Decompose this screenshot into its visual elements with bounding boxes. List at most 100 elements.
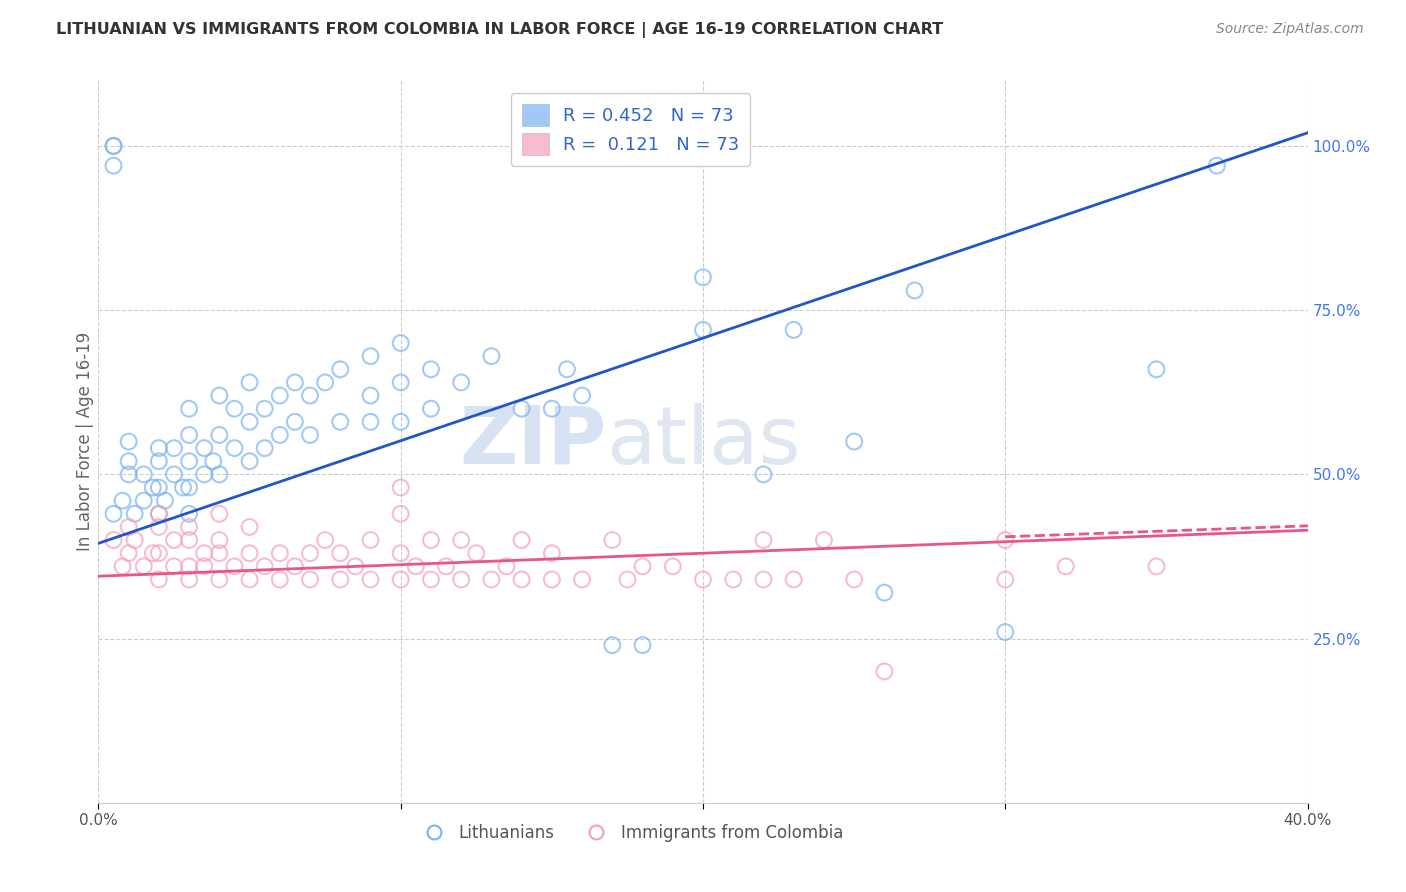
Point: [692, 573, 714, 587]
Point: [208, 573, 231, 587]
Point: [253, 559, 276, 574]
Point: [314, 533, 336, 547]
Point: [118, 434, 141, 449]
Point: [1054, 559, 1077, 574]
Point: [329, 546, 352, 560]
Point: [284, 376, 307, 390]
Point: [873, 665, 896, 679]
Point: [360, 349, 382, 363]
Point: [208, 546, 231, 560]
Point: [813, 533, 835, 547]
Point: [148, 520, 170, 534]
Point: [172, 481, 194, 495]
Point: [450, 376, 472, 390]
Point: [132, 467, 155, 482]
Point: [555, 362, 578, 376]
Point: [132, 559, 155, 574]
Point: [253, 401, 276, 416]
Point: [103, 533, 125, 547]
Point: [179, 520, 201, 534]
Text: ZIP: ZIP: [458, 402, 606, 481]
Point: [103, 139, 125, 153]
Point: [148, 454, 170, 468]
Point: [269, 546, 291, 560]
Y-axis label: In Labor Force | Age 16-19: In Labor Force | Age 16-19: [76, 332, 94, 551]
Point: [994, 573, 1017, 587]
Point: [904, 284, 927, 298]
Point: [616, 573, 638, 587]
Point: [132, 493, 155, 508]
Point: [329, 362, 352, 376]
Point: [163, 533, 186, 547]
Point: [269, 573, 291, 587]
Point: [360, 415, 382, 429]
Point: [269, 428, 291, 442]
Point: [631, 559, 654, 574]
Point: [208, 507, 231, 521]
Point: [179, 401, 201, 416]
Point: [148, 546, 170, 560]
Point: [148, 507, 170, 521]
Point: [465, 546, 488, 560]
Point: [124, 507, 146, 521]
Point: [329, 415, 352, 429]
Point: [179, 428, 201, 442]
Point: [299, 428, 322, 442]
Point: [844, 434, 866, 449]
Point: [224, 559, 246, 574]
Point: [142, 481, 165, 495]
Point: [224, 441, 246, 455]
Point: [540, 401, 562, 416]
Point: [510, 533, 533, 547]
Point: [142, 546, 165, 560]
Point: [783, 323, 806, 337]
Point: [179, 507, 201, 521]
Point: [118, 454, 141, 468]
Point: [153, 493, 176, 508]
Point: [723, 573, 745, 587]
Point: [239, 520, 262, 534]
Point: [752, 573, 775, 587]
Point: [314, 376, 336, 390]
Point: [389, 507, 412, 521]
Point: [111, 559, 134, 574]
Point: [1144, 559, 1167, 574]
Point: [405, 559, 427, 574]
Point: [389, 481, 412, 495]
Point: [420, 401, 443, 416]
Point: [179, 559, 201, 574]
Point: [450, 573, 472, 587]
Point: [148, 573, 170, 587]
Point: [239, 415, 262, 429]
Point: [163, 467, 186, 482]
Point: [783, 573, 806, 587]
Point: [602, 638, 624, 652]
Point: [510, 573, 533, 587]
Point: [420, 533, 443, 547]
Point: [193, 441, 215, 455]
Point: [179, 481, 201, 495]
Point: [103, 507, 125, 521]
Point: [389, 376, 412, 390]
Point: [208, 388, 231, 402]
Text: LITHUANIAN VS IMMIGRANTS FROM COLOMBIA IN LABOR FORCE | AGE 16-19 CORRELATION CH: LITHUANIAN VS IMMIGRANTS FROM COLOMBIA I…: [56, 22, 943, 38]
Point: [239, 573, 262, 587]
Point: [284, 559, 307, 574]
Point: [299, 573, 322, 587]
Point: [208, 467, 231, 482]
Point: [481, 349, 503, 363]
Point: [208, 533, 231, 547]
Point: [450, 533, 472, 547]
Point: [103, 139, 125, 153]
Point: [118, 546, 141, 560]
Point: [994, 533, 1017, 547]
Point: [1144, 362, 1167, 376]
Point: [571, 573, 593, 587]
Point: [239, 376, 262, 390]
Point: [389, 573, 412, 587]
Point: [179, 533, 201, 547]
Point: [389, 336, 412, 351]
Point: [481, 573, 503, 587]
Point: [692, 270, 714, 285]
Point: [193, 546, 215, 560]
